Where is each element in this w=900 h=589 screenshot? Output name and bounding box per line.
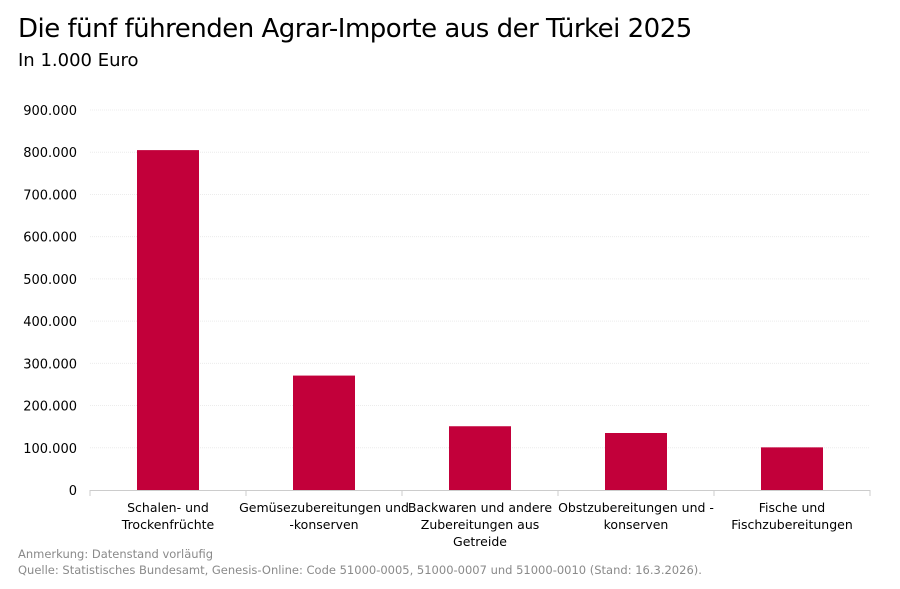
y-tick-label: 900.000 (23, 104, 77, 119)
bar (449, 426, 511, 490)
y-tick-label: 600.000 (23, 231, 77, 246)
y-tick-label: 400.000 (23, 315, 77, 330)
x-category-label: Getreide (453, 534, 507, 549)
x-category-label: Obstzubereitungen und - (558, 500, 714, 515)
x-category-label: konserven (604, 517, 669, 532)
chart-title: Die fünf führenden Agrar-Importe aus der… (18, 14, 692, 44)
bar (137, 150, 199, 490)
chart-source: Quelle: Statistisches Bundesamt, Genesis… (18, 563, 702, 577)
x-category-label: -konserven (289, 517, 358, 532)
y-tick-label: 200.000 (23, 400, 77, 415)
x-category-label: Schalen- und (127, 500, 209, 515)
y-tick-label: 700.000 (23, 188, 77, 203)
bar (761, 447, 823, 490)
x-category-label: Zubereitungen aus (421, 517, 540, 532)
y-tick-label: 0 (69, 484, 77, 499)
y-tick-label: 800.000 (23, 146, 77, 161)
chart-note: Anmerkung: Datenstand vorläufig (18, 547, 214, 561)
x-category-label: Backwaren und andere (408, 500, 553, 515)
bar (293, 375, 355, 490)
x-category-label: Fische und (759, 500, 826, 515)
bar (605, 433, 667, 490)
y-tick-label: 500.000 (23, 273, 77, 288)
y-tick-label: 300.000 (23, 357, 77, 372)
x-category-label: Trockenfrüchte (121, 517, 215, 532)
chart-subtitle: In 1.000 Euro (18, 50, 139, 71)
y-tick-label: 100.000 (23, 442, 77, 457)
x-category-label: Fischzubereitungen (731, 517, 853, 532)
x-category-label: Gemüsezubereitungen und (239, 500, 409, 515)
